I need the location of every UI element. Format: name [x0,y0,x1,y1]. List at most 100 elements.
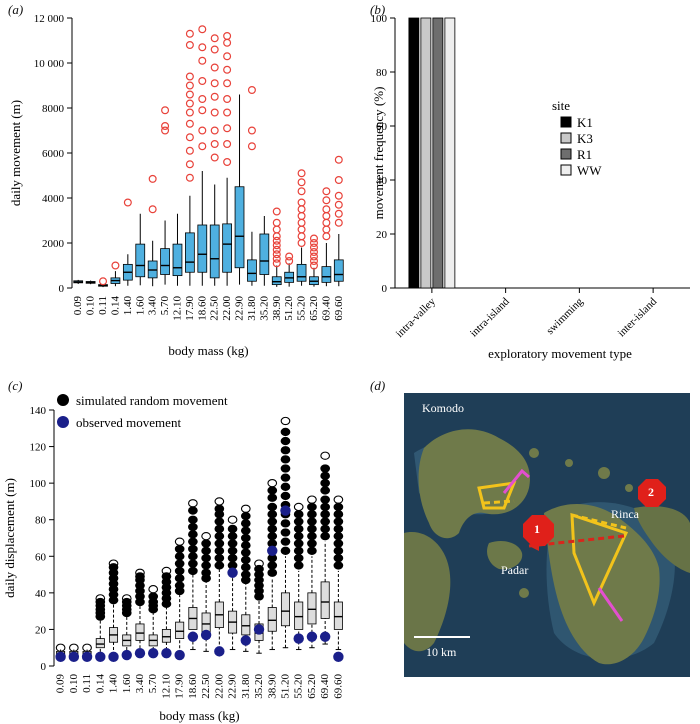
simulated-outlier-c [333,510,344,519]
x-tick-label-a: 35.20 [258,296,270,321]
x-axis-label-b: exploratory movement type [488,346,632,361]
observed-point-c [95,651,106,663]
y-tick-label-b: 20 [376,229,388,241]
y-tick-label-c: 120 [30,442,47,454]
panel-label-b: (b) [370,2,386,17]
observed-point-c [121,649,132,661]
scale-bar-label: 10 km [426,645,457,659]
flores-coast [634,506,690,573]
x-tick-label-a: 5.70 [159,296,171,316]
y-tick-label-c: 60 [35,551,47,563]
route-komodo-magenta [502,468,530,494]
y-tick-label-a: 6000 [42,148,65,160]
simulated-outlier-c [227,515,238,524]
simulated-outlier-c [293,561,304,570]
simulated-outlier-c [320,524,331,534]
simulated-outlier-c [267,517,278,526]
simulated-outlier-c [188,530,198,539]
legend-label-b: K3 [577,131,593,146]
box-a [222,223,232,273]
outlier-a [272,207,281,216]
simulated-outlier-c [267,568,278,577]
box-c [307,592,317,625]
x-tick-label-c: 17.90 [174,674,186,699]
x-axis-label-a: body mass (kg) [168,343,248,358]
simulated-outlier-c [188,544,198,554]
simulated-outlier-c [333,539,344,548]
simulated-outlier-c [280,427,291,437]
x-tick-label-a: 38.90 [271,296,283,321]
simulated-outlier-c [267,510,278,519]
y-tick-label-c: 0 [41,661,47,673]
outlier-a [272,241,281,250]
x-tick-label-c: 1.60 [121,674,133,694]
simulated-outlier-c [280,491,291,501]
marker-2-label: 2 [648,485,654,499]
box-c [267,607,277,632]
outlier-a [111,261,120,270]
simulated-outlier-c [320,478,331,488]
observed-point-c [319,631,331,642]
simulated-outlier-c [293,539,304,548]
box-c [161,629,171,643]
simulated-outlier-c [267,478,278,488]
outlier-a [210,92,219,101]
simulated-outlier-c [307,539,317,548]
outlier-a [99,277,108,286]
simulated-outlier-c [95,594,106,603]
outlier-a [185,108,194,117]
simulated-outlier-c [227,539,238,548]
simulated-outlier-c [174,581,185,590]
outlier-a [161,106,170,115]
observed-point-c [306,631,318,642]
x-tick-label-c: 22.00 [213,674,225,699]
bar-k1 [408,17,420,289]
simulated-outlier-c [240,504,251,513]
observed-point-c [214,646,225,657]
simulated-outlier-c [214,517,225,526]
observed-point-c [134,648,146,659]
outlier-a [297,178,306,187]
simulated-outlier-c [267,502,278,512]
simulated-outlier-c [333,561,344,570]
box-a [333,259,344,282]
outlier-a [272,218,281,227]
observed-point-c [108,651,119,663]
x-tick-label-c: 0.11 [81,674,93,693]
outlier-a [334,176,343,185]
x-tick-label-c: 51.20 [279,674,291,699]
outlier-a [210,79,219,88]
outlier-a [123,198,132,207]
y-tick-label-b: 40 [376,175,388,187]
simulated-outlier-c [148,585,159,594]
box-a [259,233,270,275]
simulated-outlier-c [307,517,317,526]
simulated-outlier-c [293,532,304,541]
outlier-a [185,173,194,182]
outlier-a [210,108,219,117]
outlier-a [272,259,281,268]
simulated-outlier-c [333,502,344,512]
outlier-a [198,126,207,135]
y-tick-label-c: 140 [30,405,47,417]
west-land [404,532,451,652]
outlier-a [223,65,232,74]
x-tick-label-c: 69.40 [319,674,331,699]
outlier-a [198,106,207,115]
simulated-outlier-c [280,482,291,491]
simulated-outlier-c [174,537,185,546]
x-tick-label-c: 1.40 [108,674,120,694]
outlier-a [185,81,194,90]
y-tick-label-a: 0 [59,283,65,295]
outlier-a [223,52,232,61]
x-tick-label-a: 12.10 [171,296,183,321]
y-tick-label-c: 40 [35,588,47,600]
x-tick-label-c: 12.10 [160,674,172,699]
outlier-a [309,252,318,261]
simulated-outlier-c [240,526,251,535]
simulated-outlier-c [188,537,198,546]
simulated-outlier-c [201,532,211,541]
simulated-outlier-c [240,519,251,528]
legend-swatch-b [560,132,572,144]
simulated-outlier-c [214,553,225,563]
